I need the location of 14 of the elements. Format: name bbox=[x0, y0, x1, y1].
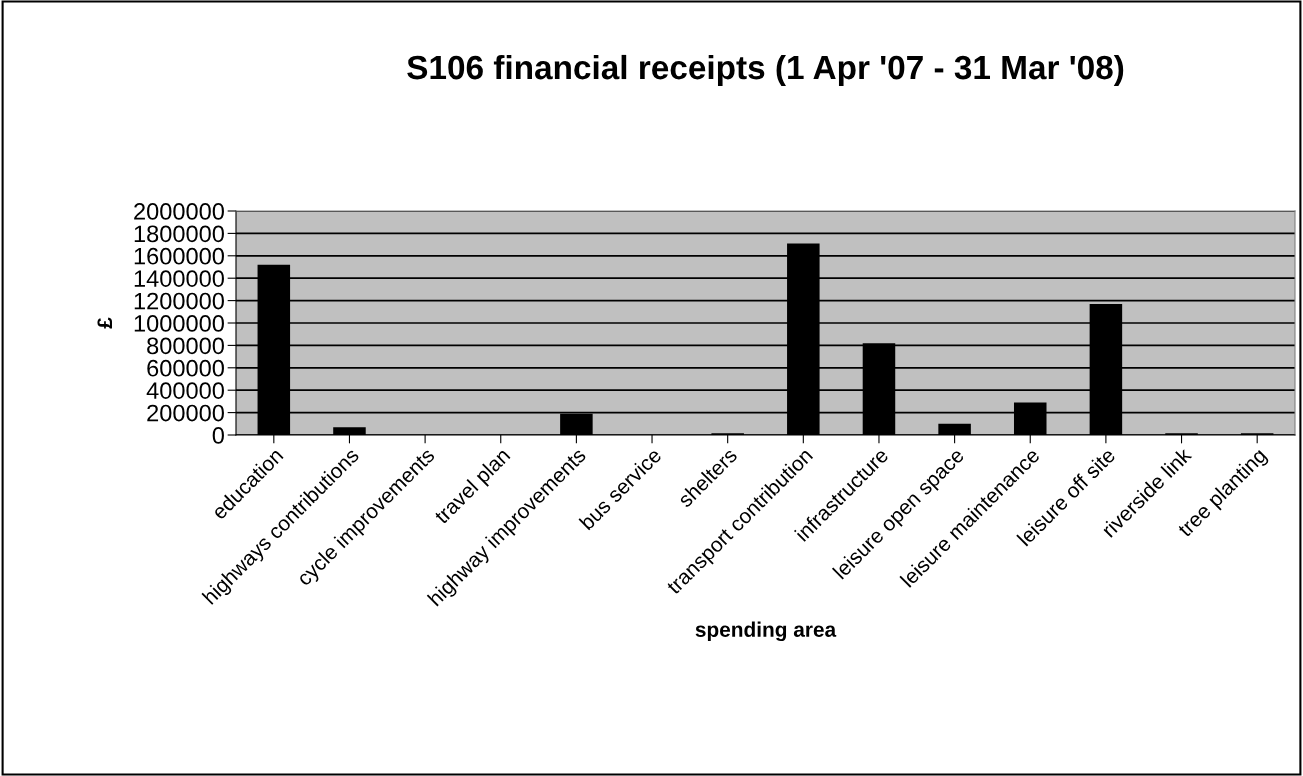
y-tick-label: 0 bbox=[212, 427, 224, 444]
x-axis-title: spending area bbox=[695, 621, 837, 642]
y-tick-label: 1600000 bbox=[134, 247, 224, 265]
y-tick-label: 1800000 bbox=[134, 225, 224, 243]
chart-title: S106 financial receipts (1 Apr '07 - 31 Mar '08) bbox=[407, 54, 1124, 86]
y-axis-title: £ bbox=[97, 317, 112, 329]
y-tick-label: 1000000 bbox=[134, 315, 224, 332]
y-tick-label: 1400000 bbox=[134, 270, 224, 287]
y-tick-label: 2000000 bbox=[134, 203, 224, 220]
y-tick-label: 400000 bbox=[146, 382, 224, 399]
y-tick-label: 200000 bbox=[147, 404, 224, 422]
y-tick-label: 600000 bbox=[147, 359, 224, 377]
y-tick-label: 1200000 bbox=[134, 292, 224, 310]
y-tick-label: 800000 bbox=[147, 337, 224, 355]
